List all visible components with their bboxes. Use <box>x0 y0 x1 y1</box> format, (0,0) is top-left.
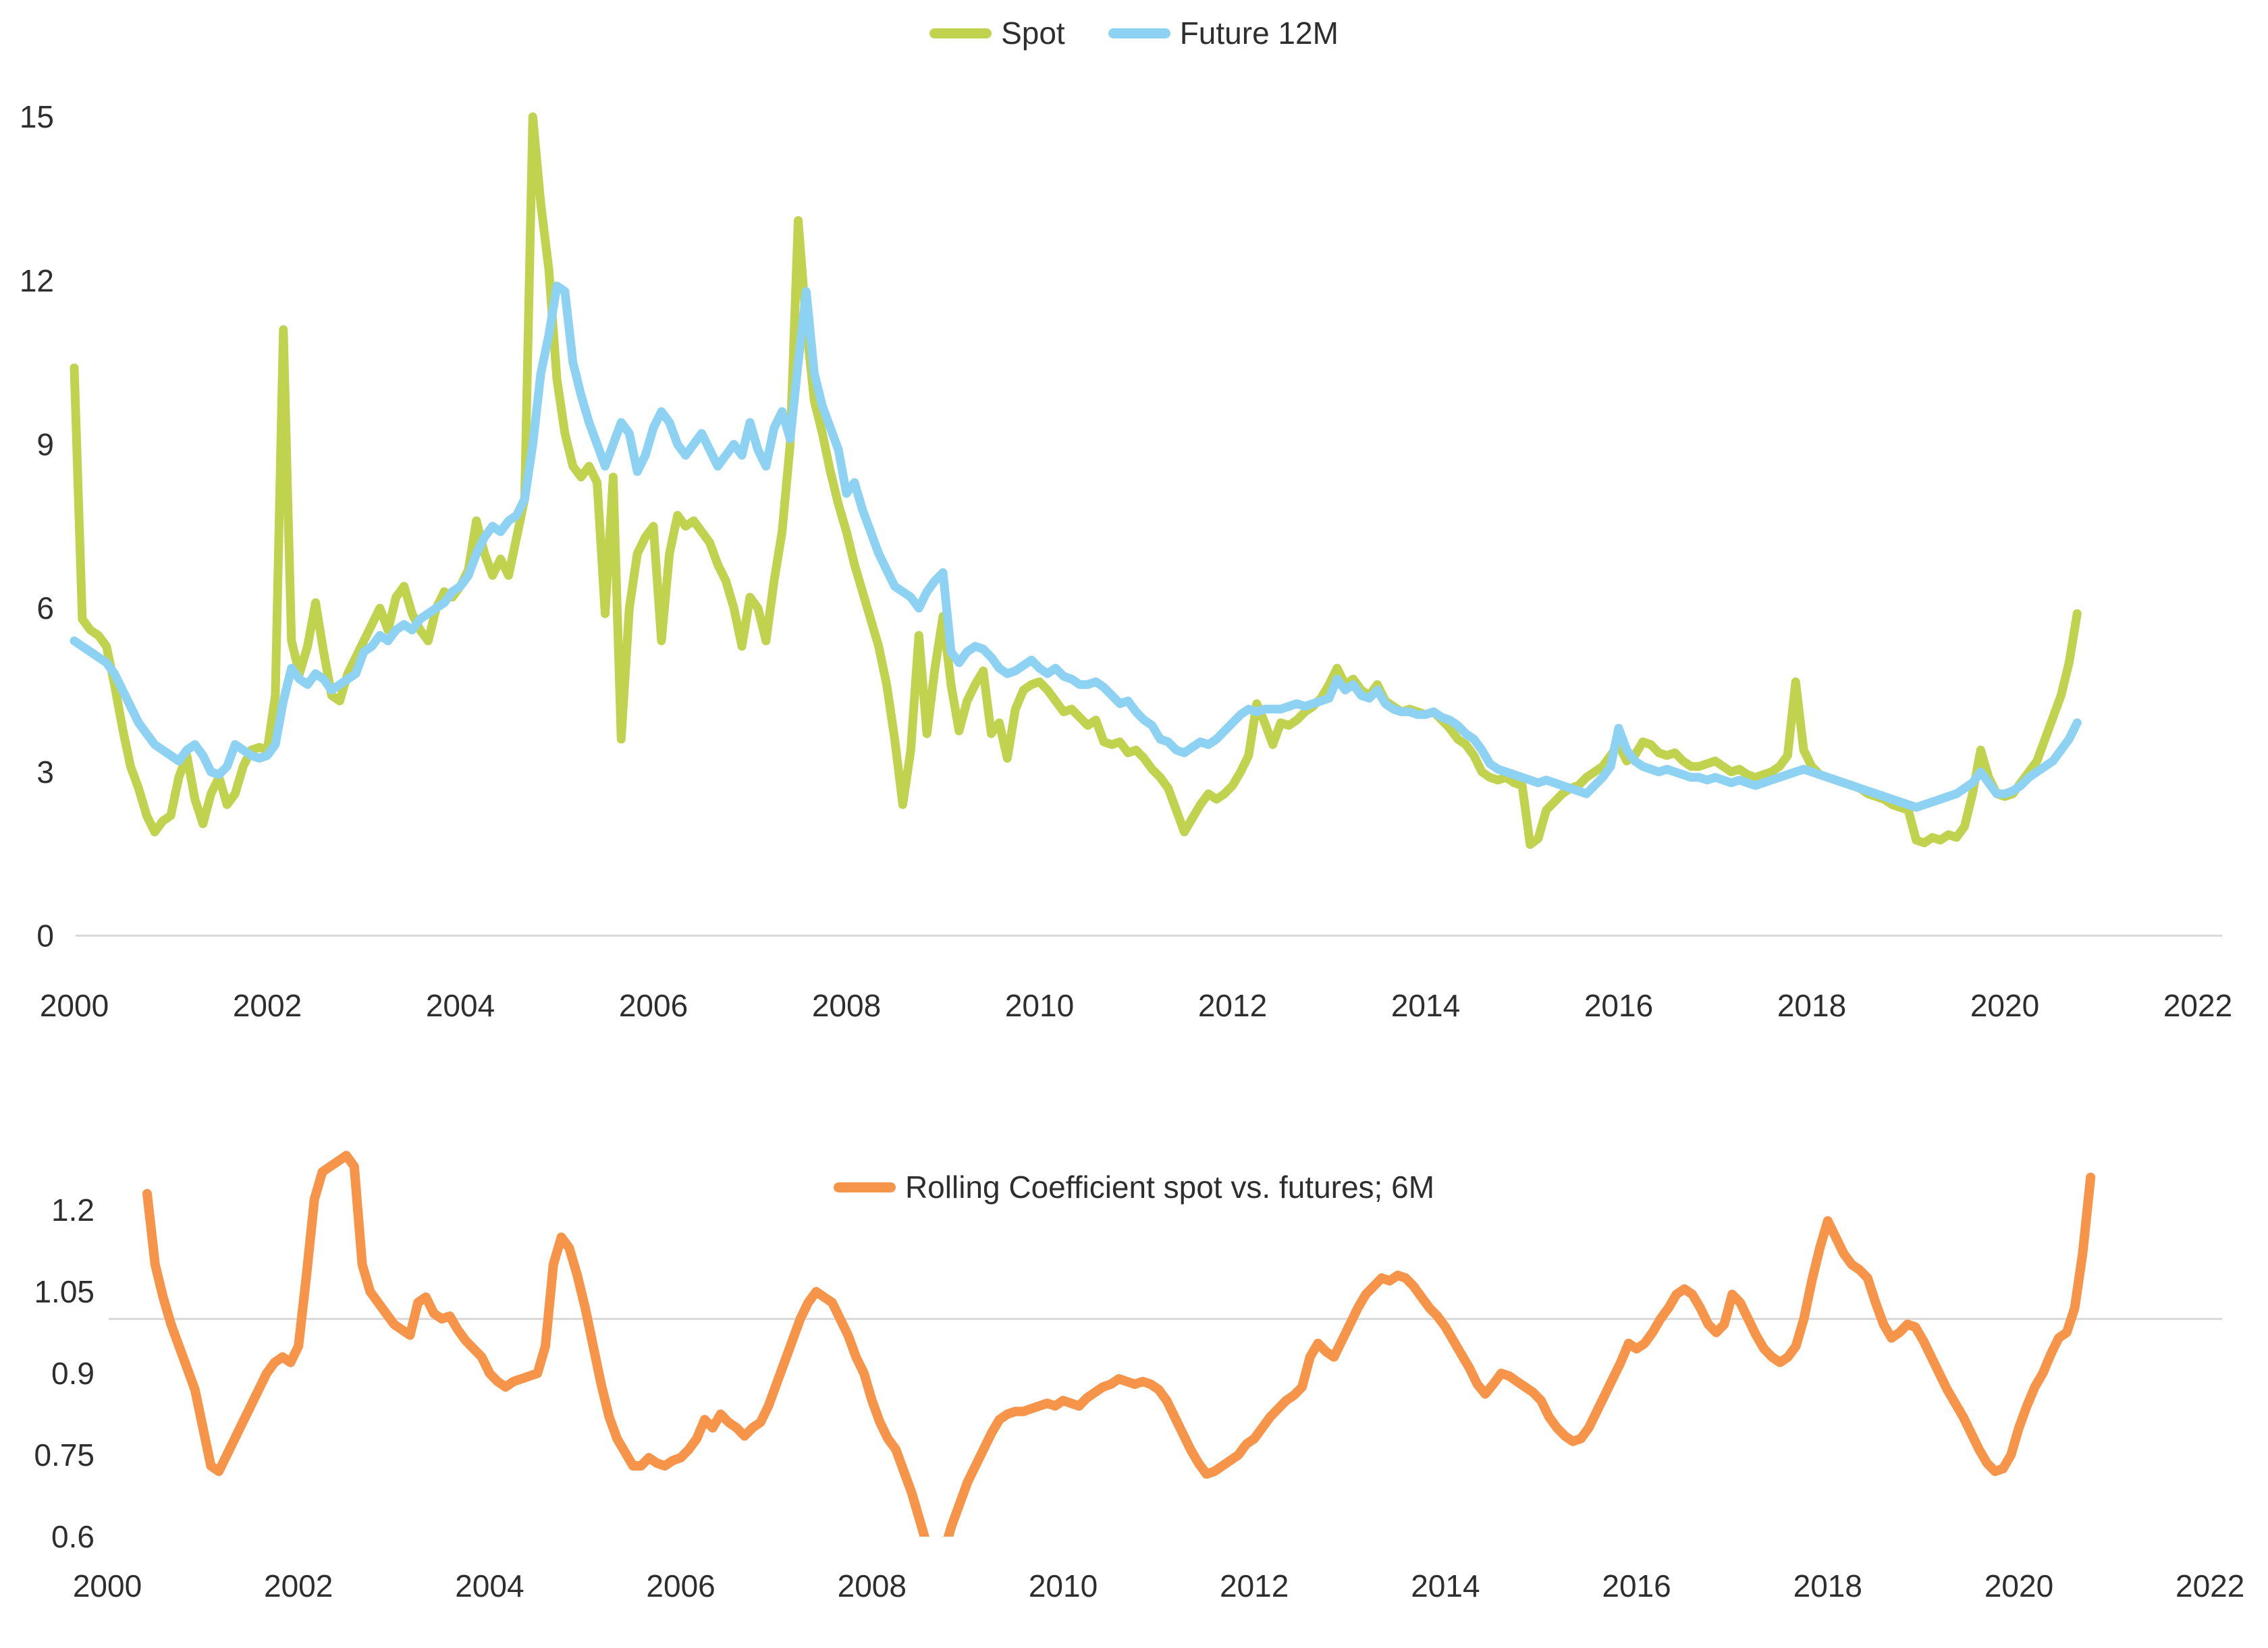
spot-line-swatch-icon <box>929 28 992 38</box>
future-line-swatch-icon <box>1108 28 1170 38</box>
legend-item-future-12m: Future 12M <box>1108 15 1339 51</box>
x-tick-label: 2004 <box>426 988 495 1023</box>
legend-item-spot: Spot <box>929 15 1065 51</box>
x-tick-label: 2006 <box>646 1568 715 1603</box>
x-tick-label: 2002 <box>264 1568 333 1603</box>
legend-item-rolling-coefficient: Rolling Coefficient spot vs. futures; 6M <box>833 1169 1435 1205</box>
x-tick-label: 2004 <box>455 1568 524 1603</box>
y-tick-label: 12 <box>20 263 54 298</box>
x-tick-label: 2010 <box>1029 1568 1098 1603</box>
y-tick-label: 6 <box>36 590 54 626</box>
x-tick-label: 2012 <box>1220 1568 1289 1603</box>
x-tick-label: 2012 <box>1198 988 1267 1023</box>
y-tick-label: 15 <box>20 99 54 134</box>
coefficient-line-swatch-icon <box>833 1182 896 1192</box>
x-tick-label: 2000 <box>73 1568 142 1603</box>
x-tick-label: 2018 <box>1777 988 1846 1023</box>
rolling-coefficient-spot-vs-futures-6m-line <box>142 1151 2096 1537</box>
x-tick-label: 2020 <box>1985 1568 2053 1603</box>
legend-label-rolling-coefficient: Rolling Coefficient spot vs. futures; 6M <box>905 1170 1435 1205</box>
y-tick-label: 9 <box>36 427 54 462</box>
x-tick-label: 2002 <box>233 988 302 1023</box>
x-tick-label: 2022 <box>2176 1568 2244 1603</box>
x-tick-label: 2020 <box>1970 988 2039 1023</box>
legend-label-future-12m: Future 12M <box>1179 16 1339 51</box>
y-tick-label: 0.6 <box>51 1519 94 1554</box>
y-tick-label: 0.9 <box>51 1356 94 1391</box>
y-tick-label: 1.2 <box>51 1192 94 1228</box>
y-tick-label: 0.75 <box>34 1437 94 1473</box>
x-tick-label: 2016 <box>1602 1568 1671 1603</box>
y-tick-label: 3 <box>36 754 54 790</box>
bottom-chart-legend: Rolling Coefficient spot vs. futures; 6M <box>0 1169 2268 1205</box>
y-tick-label: 0 <box>36 918 54 954</box>
spot-line <box>70 112 2082 849</box>
x-tick-label: 2010 <box>1005 988 1074 1023</box>
legend-label-spot: Spot <box>1001 16 1065 51</box>
y-tick-label: 1.05 <box>34 1274 94 1309</box>
x-tick-label: 2022 <box>2163 988 2232 1023</box>
x-tick-label: 2008 <box>812 988 881 1023</box>
x-tick-label: 2000 <box>40 988 109 1023</box>
x-tick-label: 2006 <box>619 988 688 1023</box>
top-chart-legend: Spot Future 12M <box>0 15 2268 51</box>
x-tick-label: 2016 <box>1584 988 1653 1023</box>
x-tick-label: 2014 <box>1411 1568 1480 1603</box>
x-tick-label: 2014 <box>1391 988 1460 1023</box>
x-tick-label: 2018 <box>1793 1568 1862 1603</box>
future-12m-line <box>70 281 2082 812</box>
x-tick-label: 2008 <box>838 1568 907 1603</box>
